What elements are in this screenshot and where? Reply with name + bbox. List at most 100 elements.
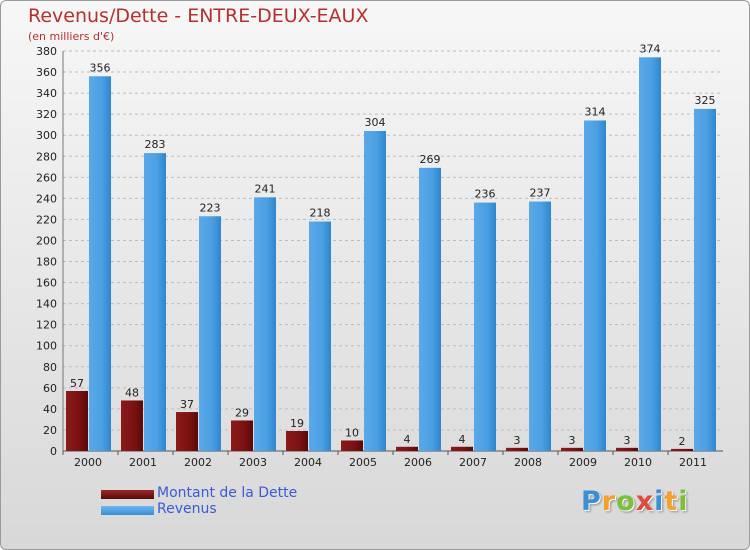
value-label-revenue: 283 [145, 138, 166, 151]
chart-subtitle: (en milliers d'€) [28, 30, 115, 43]
y-tick-label: 360 [36, 66, 57, 79]
y-tick-label: 40 [43, 403, 57, 416]
bar-debt [66, 391, 88, 451]
value-label-revenue: 374 [640, 42, 661, 55]
legend-label-debt: Montant de la Dette [157, 485, 298, 501]
bar-revenue [419, 167, 441, 451]
legend-swatch-revenue [101, 506, 154, 515]
value-label-revenue: 269 [420, 153, 441, 166]
grid-layer [63, 50, 723, 452]
x-tick-label: 2006 [404, 456, 432, 469]
bar-revenue [529, 201, 551, 451]
bar-revenue [254, 197, 276, 451]
value-label-revenue: 236 [475, 188, 496, 201]
legend-swatch-debt [101, 490, 154, 499]
x-tick-label: 2007 [459, 456, 487, 469]
bar-layer [66, 57, 716, 452]
bar-revenue [144, 153, 166, 451]
bar-revenue [199, 216, 221, 451]
value-label-debt: 57 [70, 377, 84, 390]
value-label-debt: 10 [345, 426, 359, 439]
y-tick-label: 160 [36, 277, 57, 290]
bar-debt [286, 431, 308, 451]
value-label-debt: 29 [235, 406, 249, 419]
value-label-revenue: 325 [695, 94, 716, 107]
x-tick-label: 2005 [349, 456, 377, 469]
bar-debt [341, 440, 363, 451]
bar-revenue [639, 57, 661, 451]
value-label-debt: 4 [459, 433, 466, 446]
bar-revenue [584, 120, 606, 451]
value-label-debt: 4 [404, 433, 411, 446]
y-tick-label: 100 [36, 340, 57, 353]
logo-letter: i [678, 486, 689, 517]
chart-title: Revenus/Dette - ENTRE-DEUX-EAUX [28, 5, 369, 27]
value-label-revenue: 304 [365, 116, 386, 129]
value-label-revenue: 314 [585, 105, 606, 118]
bar-debt [616, 447, 638, 451]
y-tick-label: 80 [43, 361, 57, 374]
legend-label-revenue: Revenus [157, 501, 217, 517]
logo-letter: o [616, 486, 636, 517]
bar-revenue [694, 108, 716, 451]
y-tick-label: 120 [36, 319, 57, 332]
y-tick-label: 140 [36, 298, 57, 311]
y-tick-label: 200 [36, 234, 57, 247]
y-tick-label: 240 [36, 192, 57, 205]
bar-revenue [309, 221, 331, 451]
y-tick-label: 220 [36, 213, 57, 226]
value-label-debt: 3 [624, 434, 631, 447]
logo-letter: P [581, 486, 602, 517]
value-label-debt: 2 [679, 435, 686, 448]
x-tick-label: 2001 [129, 456, 157, 469]
logo-letter: x [635, 486, 655, 517]
axis-layer: 0 20 40 60 80 100 120 140 160 180 200 220 240 260 280 3… [36, 45, 723, 469]
value-label-revenue: 241 [255, 182, 276, 195]
y-tick-label: 300 [36, 129, 57, 142]
value-label-revenue: 218 [310, 207, 331, 220]
x-tick-label: 2003 [239, 456, 267, 469]
label-layer: 5735648283372232924119218103044269423632… [70, 42, 716, 448]
y-tick-label: 180 [36, 256, 57, 269]
bar-revenue [364, 131, 386, 451]
x-tick-label: 2002 [184, 456, 212, 469]
value-label-revenue: 356 [90, 61, 111, 74]
value-label-debt: 48 [125, 386, 139, 399]
value-label-debt: 3 [569, 434, 576, 447]
bar-debt [506, 447, 528, 451]
y-tick-label: 340 [36, 87, 57, 100]
bar-debt [231, 420, 253, 451]
logo-letter: r [601, 486, 617, 517]
y-tick-label: 60 [43, 382, 57, 395]
x-tick-label: 2011 [679, 456, 707, 469]
y-tick-label: 0 [50, 445, 57, 458]
proxiti-logo: Proxiti [581, 486, 689, 517]
value-label-revenue: 237 [530, 187, 551, 200]
bar-revenue [474, 202, 496, 451]
value-label-debt: 19 [290, 417, 304, 430]
value-label-debt: 37 [180, 398, 194, 411]
x-tick-label: 2004 [294, 456, 322, 469]
bar-debt [561, 447, 583, 451]
y-tick-label: 20 [43, 424, 57, 437]
logo-letter: i [654, 486, 665, 517]
x-tick-label: 2010 [624, 456, 652, 469]
value-label-debt: 3 [514, 434, 521, 447]
bar-debt [671, 448, 693, 451]
y-tick-label: 280 [36, 150, 57, 163]
x-tick-label: 2008 [514, 456, 542, 469]
logo-letter: t [664, 486, 679, 517]
y-tick-label: 320 [36, 108, 57, 121]
value-label-revenue: 223 [200, 201, 221, 214]
bar-debt [121, 400, 143, 451]
bar-revenue [89, 76, 111, 452]
x-tick-label: 2000 [74, 456, 102, 469]
bar-debt [451, 446, 473, 451]
bar-debt [176, 412, 198, 451]
y-tick-label: 380 [36, 45, 57, 58]
y-tick-label: 260 [36, 171, 57, 184]
x-tick-label: 2009 [569, 456, 597, 469]
bar-debt [396, 446, 418, 451]
